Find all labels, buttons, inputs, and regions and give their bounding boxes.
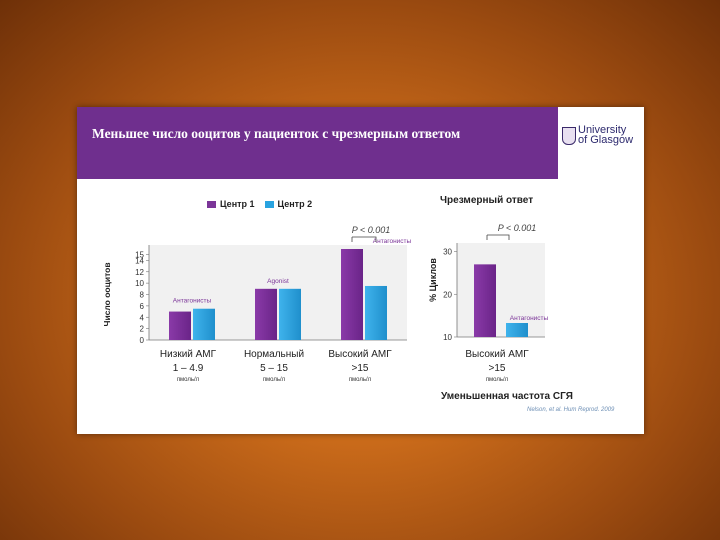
legend-label-1: Центр 1 <box>220 199 255 209</box>
chart2-bar <box>474 264 496 337</box>
chart1-bar <box>341 249 363 340</box>
chart1-bar <box>255 288 277 340</box>
chart2-bar <box>506 323 528 337</box>
chart1-category-unit: пмоль/л <box>349 377 372 383</box>
university-logo: University of Glasgow <box>562 125 640 157</box>
slide-header: Меньшее число ооцитов у пациенток с чрез… <box>77 107 558 179</box>
legend: Центр 1 Центр 2 <box>207 199 312 209</box>
chart1-category-name: Низкий АМГ <box>160 349 217 360</box>
chart1-ytick-label: 2 <box>140 325 145 334</box>
chart1-pvalue-bracket <box>351 236 377 242</box>
logo-text: University of Glasgow <box>578 124 634 146</box>
chart2-ylabel: % Циклов <box>428 258 438 302</box>
chart1-category-name: Нормальный <box>244 349 304 360</box>
chart1-bar <box>169 311 191 340</box>
logo-line2: of Glasgow <box>578 134 634 146</box>
chart1-ytick-label: 10 <box>135 279 144 288</box>
chart2-category-range: >15 <box>489 363 506 374</box>
chart1-annotation: Антагонисты <box>373 238 412 245</box>
legend-label-2: Центр 2 <box>277 199 313 209</box>
chart1-annotation: Agonist <box>267 278 289 285</box>
crest-icon <box>562 127 576 145</box>
chart2-plot-bg <box>457 243 545 337</box>
chart1-bar <box>279 288 301 340</box>
chart2-pvalue-bracket <box>486 234 510 240</box>
chart2-pvalue: P < 0.001 <box>498 223 536 233</box>
chart1-ytick-label: 6 <box>140 302 145 311</box>
chart1-category-name: Высокий АМГ <box>328 349 392 360</box>
slide-title: Меньшее число ооцитов у пациенток с чрез… <box>92 126 461 141</box>
chart1-category-range: 5 – 15 <box>260 363 288 374</box>
chart2-annotation: Антагонисты <box>510 315 549 322</box>
chart1-ylabel: Число ооцитов <box>102 262 112 326</box>
chart2-category-name: Высокий АМГ <box>465 349 529 360</box>
chart1-annotation: Антагонисты <box>173 298 212 305</box>
logo-line1: University <box>578 124 627 136</box>
chart2-category-unit: пмоль/л <box>486 377 509 383</box>
chart1-category-unit: пмоль/л <box>177 377 200 383</box>
chart1-category-range: >15 <box>352 363 369 374</box>
slide: Меньшее число ооцитов у пациенток с чрез… <box>77 107 644 434</box>
chart1-ytick-label: 4 <box>140 313 145 322</box>
chart1-bar <box>365 285 387 340</box>
chart1-category-unit: пмоль/л <box>263 377 286 383</box>
chart2-ytick-label: 30 <box>443 248 452 257</box>
chart1-bar <box>193 308 215 340</box>
legend-swatch-2 <box>264 200 274 208</box>
chart1-ytick-label: 12 <box>135 268 144 277</box>
right-chart-title: Чрезмерный ответ <box>440 195 534 206</box>
chart2-ytick-label: 10 <box>443 333 452 342</box>
legend-swatch-1 <box>207 200 216 208</box>
chart2-xlabel: Уменьшенная частота СГЯ <box>441 391 573 402</box>
chart1-plot-bg <box>149 245 407 340</box>
chart2-ytick-label: 20 <box>443 290 452 299</box>
chart1-ytick-label: 0 <box>140 336 145 345</box>
chart1-ytick-label: 15 <box>135 251 144 260</box>
chart1-ytick-label: 14 <box>135 256 144 265</box>
chart1-ytick-label: 8 <box>140 291 145 300</box>
citation: Nelson, et al. Hum Reprod. 2009 <box>527 407 615 413</box>
chart1-pvalue: P < 0.001 <box>352 225 390 235</box>
chart1-category-range: 1 – 4.9 <box>173 363 204 374</box>
